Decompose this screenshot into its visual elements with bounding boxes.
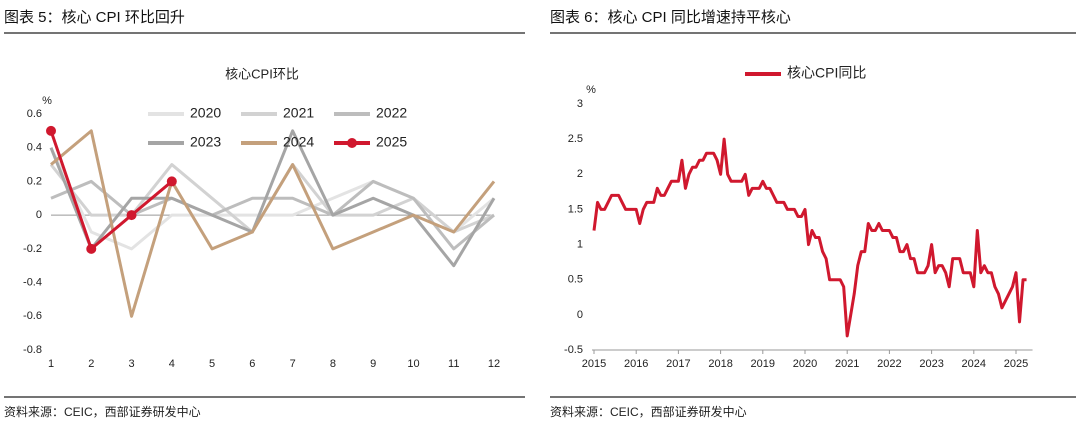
x-tick-label: 2020 — [793, 358, 817, 370]
y-axis-unit: % — [586, 84, 596, 96]
x-tick-label: 5 — [209, 358, 215, 370]
source: 资料来源：CEIC，西部证券研发中心 — [4, 404, 201, 419]
y-tick-label: 0.5 — [568, 274, 583, 286]
legend-label: 2023 — [190, 134, 221, 150]
legend-label: 2024 — [283, 134, 314, 150]
legend-label: 核心CPI同比 — [787, 65, 866, 81]
legend-label: 2025 — [376, 134, 407, 150]
source: 资料来源：CEIC，西部证券研发中心 — [550, 404, 747, 419]
legend-label: 2020 — [190, 105, 221, 121]
y-tick-label: 0 — [577, 309, 583, 321]
x-tick-label: 9 — [370, 358, 376, 370]
x-tick-label: 3 — [128, 358, 134, 370]
y-tick-label: 2 — [577, 168, 583, 180]
panel-title: 图表 6：核心 CPI 同比增速持平核心 — [550, 9, 791, 26]
y-tick-label: -0.2 — [23, 243, 42, 255]
panel-title: 图表 5：核心 CPI 环比回升 — [4, 9, 185, 26]
x-tick-label: 2025 — [1004, 358, 1028, 370]
series-line — [592, 137, 1027, 338]
y-tick-label: 0.6 — [27, 108, 42, 120]
x-tick-label: 11 — [448, 358, 459, 370]
y-tick-label: -0.8 — [23, 344, 42, 356]
series-line — [50, 129, 496, 318]
series-line — [49, 129, 496, 268]
y-axis-unit: % — [42, 95, 52, 107]
y-tick-label: 2.5 — [568, 133, 583, 145]
legend-marker — [347, 138, 357, 148]
point-marker — [46, 125, 56, 136]
x-tick-label: 8 — [330, 358, 336, 370]
x-tick-label: 2023 — [919, 358, 943, 370]
point-marker — [126, 210, 137, 221]
chart-title: 核心CPI环比 — [225, 66, 299, 81]
point-marker — [166, 176, 177, 187]
legend-label: 2022 — [376, 105, 407, 121]
x-tick-label: 2018 — [708, 358, 732, 370]
x-tick-label: 1 — [48, 358, 54, 370]
x-tick-label: 2024 — [962, 358, 986, 370]
x-tick-label: 2 — [88, 358, 94, 370]
x-tick-label: 4 — [169, 358, 175, 370]
y-tick-label: 0.2 — [27, 175, 42, 187]
x-tick-label: 12 — [488, 358, 500, 370]
y-tick-label: 0.4 — [27, 142, 42, 154]
x-tick-label: 2016 — [624, 358, 648, 370]
y-tick-label: -0.6 — [23, 310, 42, 322]
x-tick-label: 2017 — [666, 358, 690, 370]
x-tick-label: 2015 — [582, 358, 606, 370]
series-line — [49, 130, 173, 251]
legend-label: 2021 — [283, 105, 314, 121]
y-tick-label: -0.4 — [23, 276, 42, 288]
y-tick-label: 1 — [577, 238, 583, 250]
y-tick-label: 1.5 — [568, 203, 583, 215]
x-tick-label: 6 — [249, 358, 255, 370]
y-tick-label: 0 — [36, 209, 42, 221]
x-tick-label: 10 — [407, 358, 419, 370]
y-tick-label: 3 — [577, 98, 583, 110]
point-marker — [86, 243, 97, 254]
y-tick-label: -0.5 — [564, 344, 583, 356]
x-tick-label: 2019 — [751, 358, 775, 370]
x-tick-label: 2022 — [877, 358, 901, 370]
x-tick-label: 7 — [290, 358, 296, 370]
x-tick-label: 2021 — [835, 358, 859, 370]
